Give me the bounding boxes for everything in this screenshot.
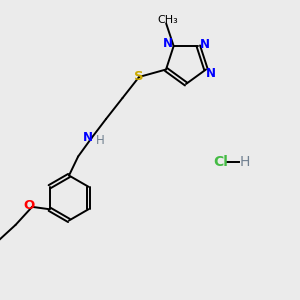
Text: N: N [83,131,93,144]
Text: N: N [206,67,216,80]
Text: Cl: Cl [213,155,228,169]
Text: N: N [200,38,210,51]
Text: S: S [134,70,144,83]
Text: CH₃: CH₃ [157,15,178,25]
Text: H: H [96,134,105,147]
Text: N: N [163,37,173,50]
Text: O: O [23,199,34,212]
Text: H: H [239,155,250,169]
